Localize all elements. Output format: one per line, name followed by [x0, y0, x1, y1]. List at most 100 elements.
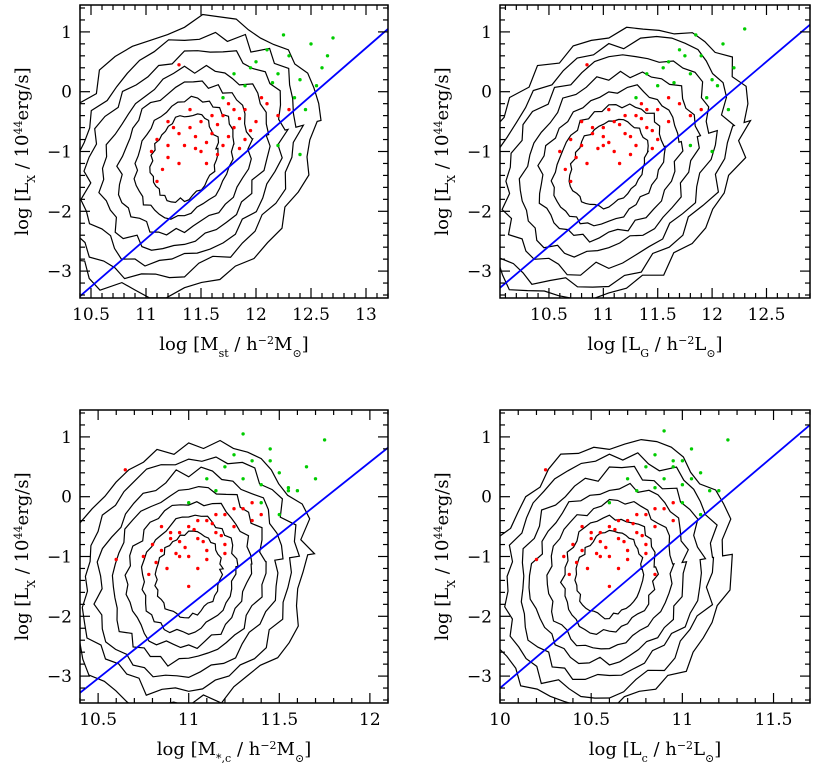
data-point-red — [188, 107, 192, 112]
data-point-red — [580, 524, 584, 529]
y-tick-label: 1 — [481, 23, 492, 43]
data-point-red — [699, 107, 703, 112]
x-axis-label: log [Lc / h−2L⊙] — [589, 739, 722, 763]
data-point-green — [743, 27, 747, 31]
data-point-red — [177, 554, 182, 559]
data-point-red — [650, 146, 654, 151]
series-green — [607, 429, 730, 517]
y-tick-label: 0 — [61, 83, 72, 103]
data-point-green — [223, 465, 227, 469]
data-point-red — [607, 554, 612, 559]
data-point-green — [644, 465, 648, 469]
data-point-red — [631, 521, 635, 526]
data-point-red — [221, 113, 225, 118]
data-point-red — [607, 524, 612, 529]
data-point-green — [653, 453, 657, 457]
data-point-green — [241, 432, 245, 436]
data-point-green — [221, 96, 225, 100]
x-tick-label: 12.5 — [292, 305, 330, 325]
data-point-green — [635, 489, 639, 493]
data-point-red — [215, 122, 220, 127]
x-tick-label: 10 — [489, 710, 511, 730]
data-point-red — [625, 518, 630, 523]
data-point-red — [640, 533, 644, 538]
panel-1: 10.5 11 11.5 12 12.5 13 −3 −2 −1 0 1 log [Mst / h−2… — [12, 4, 389, 360]
data-point-red — [598, 554, 602, 559]
plot-area — [500, 24, 810, 298]
data-point-red — [607, 140, 611, 145]
data-point-green — [689, 447, 694, 451]
data-point-green — [689, 477, 694, 481]
data-point-red — [569, 137, 573, 142]
data-point-green — [666, 60, 671, 64]
data-point-red — [639, 102, 644, 106]
data-point-red — [215, 152, 220, 157]
data-point-green — [259, 501, 263, 505]
data-point-red — [241, 507, 245, 511]
series-red — [149, 63, 291, 184]
data-point-red — [204, 161, 209, 166]
data-point-red — [165, 566, 169, 571]
contour-line — [500, 438, 733, 703]
data-point-red — [601, 143, 605, 148]
data-point-red — [259, 512, 263, 517]
data-point-red — [232, 107, 236, 112]
data-point-red — [219, 533, 223, 538]
data-point-red — [612, 149, 616, 154]
data-point-green — [726, 107, 731, 112]
data-point-red — [177, 530, 182, 535]
data-point-red — [653, 524, 657, 529]
data-point-red — [205, 518, 209, 523]
contour-line — [80, 50, 290, 267]
data-point-red — [594, 551, 599, 556]
data-point-red — [617, 122, 622, 127]
contour-line — [80, 31, 305, 280]
contour-line — [140, 514, 239, 635]
x-tick-label: 10.5 — [72, 305, 110, 325]
data-point-red — [613, 527, 617, 532]
y-axis-label: log [LX / 1044erg/s] — [12, 472, 38, 640]
data-point-green — [286, 489, 291, 493]
contour-line — [500, 26, 752, 298]
y-tick-label: −2 — [467, 607, 492, 627]
data-point-red — [171, 125, 176, 130]
fit-line — [80, 28, 388, 297]
data-point-red — [688, 113, 693, 118]
plot-frame — [79, 4, 389, 299]
data-point-green — [708, 489, 712, 493]
y-tick-label: −3 — [47, 667, 72, 687]
data-point-red — [671, 501, 675, 505]
data-point-red — [187, 584, 191, 589]
contour-line — [568, 118, 650, 210]
data-point-green — [276, 72, 280, 76]
data-point-red — [628, 152, 633, 157]
data-point-red — [585, 566, 590, 571]
data-point-green — [276, 143, 280, 148]
data-point-red — [628, 134, 633, 139]
data-point-green — [726, 438, 730, 442]
contour-line — [550, 103, 667, 227]
data-point-red — [196, 566, 200, 571]
data-point-green — [243, 84, 247, 88]
data-point-green — [314, 84, 319, 88]
data-point-red — [214, 530, 218, 535]
data-point-green — [295, 489, 300, 493]
y-tick-label: −3 — [47, 262, 72, 282]
data-point-green — [254, 60, 258, 64]
contour-group — [500, 26, 752, 298]
x-tick-label: 13 — [355, 305, 377, 325]
contour-line — [500, 35, 736, 288]
y-tick-label: −1 — [47, 143, 72, 163]
series-red — [558, 63, 703, 184]
data-point-red — [210, 131, 214, 136]
x-axis-label: log [LG / h−2L⊙] — [587, 334, 722, 360]
y-tick-label: 1 — [481, 428, 492, 448]
x-tick-label: 11 — [672, 710, 694, 730]
data-point-green — [232, 453, 236, 457]
data-point-green — [298, 152, 302, 157]
data-point-red — [579, 119, 584, 124]
data-point-red — [166, 155, 170, 160]
data-point-green — [286, 486, 291, 490]
panel-3: 10.5 11 11.5 12 −3 −2 −1 0 1 log [M*,c / h−2M⊙] lo… — [12, 409, 389, 763]
